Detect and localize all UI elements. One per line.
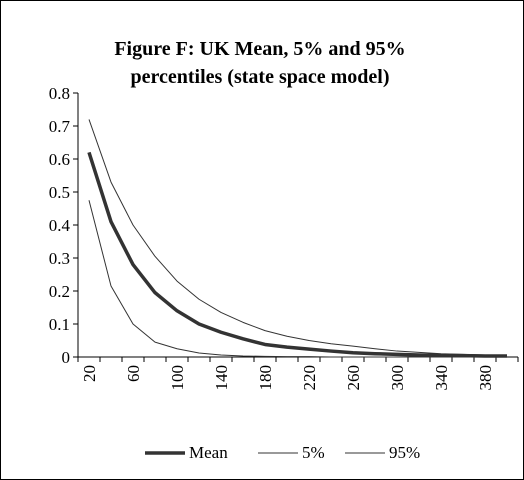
y-tick-label: 0.2 xyxy=(49,282,70,301)
legend-label: Mean xyxy=(189,443,228,462)
x-tick-label: 340 xyxy=(432,365,451,391)
y-tick-label: 0.7 xyxy=(49,117,71,136)
y-tick-label: 0 xyxy=(62,348,71,367)
y-tick-label: 0.8 xyxy=(49,84,70,103)
series-line xyxy=(88,119,508,356)
x-tick-label: 20 xyxy=(80,365,99,382)
x-tick-label: 260 xyxy=(344,365,363,391)
y-tick-label: 0.3 xyxy=(49,249,70,268)
x-tick-label: 140 xyxy=(212,365,231,391)
legend-label: 5% xyxy=(302,443,325,462)
y-tick-label: 0.5 xyxy=(49,183,70,202)
y-tick-label: 0.6 xyxy=(49,150,70,169)
legend-label: 95% xyxy=(389,443,420,462)
chart-title: percentiles (state space model) xyxy=(130,66,389,88)
x-tick-label: 60 xyxy=(124,365,143,382)
chart-title: Figure F: UK Mean, 5% and 95% xyxy=(114,38,405,60)
series-line xyxy=(88,200,507,358)
y-tick-label: 0.4 xyxy=(49,216,71,235)
x-tick-label: 380 xyxy=(476,365,495,391)
series-line xyxy=(87,151,507,358)
y-tick-label: 0.1 xyxy=(49,315,70,334)
x-tick-label: 300 xyxy=(388,365,407,391)
x-tick-label: 220 xyxy=(300,365,319,391)
x-tick-label: 180 xyxy=(256,365,275,391)
x-tick-label: 100 xyxy=(168,365,187,391)
